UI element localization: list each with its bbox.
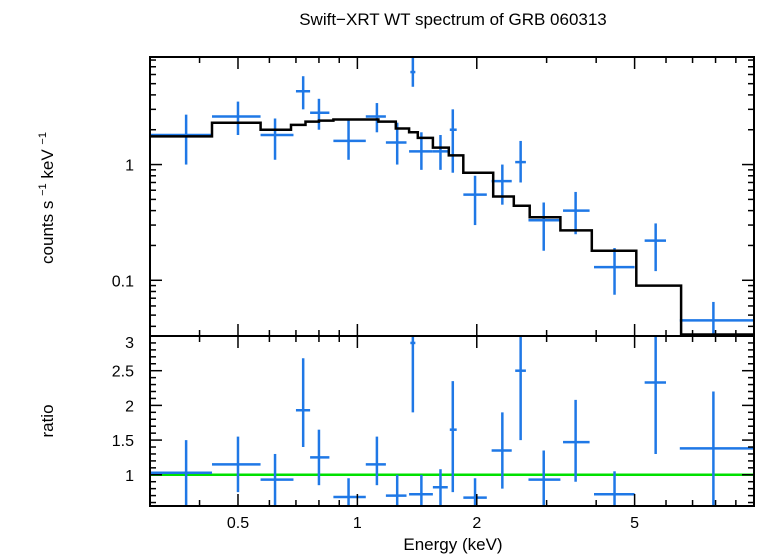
ratio-point-2 [260, 453, 294, 506]
spectrum-point-14 [515, 140, 526, 183]
bottom-y-tick-label-3: 1.5 [112, 433, 134, 450]
top-panel-ticks [149, 57, 755, 336]
ratio-point-19 [679, 391, 754, 506]
spectrum-point-2 [260, 118, 294, 160]
ratio-point-1 [212, 436, 261, 493]
spectrum-point-5 [333, 120, 366, 160]
top-panel-y-tick-labels: 10.1 [112, 158, 134, 291]
spectrum-point-13 [491, 164, 512, 205]
top-y-axis-label-main: counts s [38, 201, 57, 264]
ratio-point-3 [295, 358, 311, 448]
model-step-line [150, 118, 754, 336]
bottom-panel-frame [149, 335, 755, 507]
ratio-point-7 [385, 474, 407, 506]
top-panel-data-points [150, 57, 754, 336]
ratio-point-5 [333, 478, 366, 506]
ratio-point-9 [409, 474, 433, 506]
spectrum-point-16 [563, 191, 590, 235]
ratio-point-14 [515, 336, 526, 441]
top-y-axis-label: counts s −1 keV −1 [31, 132, 57, 264]
chart-title: Swift−XRT WT spectrum of GRB 060313 [299, 10, 607, 29]
spectrum-point-4 [310, 98, 330, 130]
bottom-y-tick-label-4: 1 [125, 468, 134, 485]
ratio-point-12 [463, 478, 487, 506]
ratio-point-10 [432, 469, 448, 506]
bottom-y-axis-label: ratio [38, 404, 57, 437]
bottom-panel-data-points [150, 336, 754, 506]
spectrum-point-18 [644, 223, 667, 272]
ratio-point-0 [150, 440, 213, 506]
x-tick-label-2: 2 [472, 515, 481, 532]
x-tick-label-0: 0.5 [227, 515, 249, 532]
bottom-y-tick-label-1: 2.5 [112, 364, 134, 381]
x-tick-labels: 0.5 1 2 5 [227, 515, 639, 532]
ratio-point-8 [410, 336, 416, 413]
top-y-axis-label-mid: keV [38, 149, 57, 179]
ratio-point-11 [449, 381, 457, 493]
ratio-point-17 [594, 471, 635, 506]
spectrum-point-6 [365, 103, 386, 133]
x-tick-label-3: 5 [630, 515, 639, 532]
ratio-point-18 [644, 336, 667, 454]
top-y-tick-label-0: 1 [125, 158, 134, 175]
spectrum-point-15 [528, 202, 561, 251]
top-panel-frame [149, 56, 755, 337]
ratio-point-4 [310, 429, 330, 486]
bottom-panel-y-tick-labels: 3 2.5 2 1.5 1 [112, 335, 134, 485]
top-y-axis-label-sup2: −1 [37, 132, 49, 145]
spectrum-point-0 [150, 114, 213, 165]
spectrum-point-11 [449, 109, 457, 173]
ratio-point-6 [365, 436, 386, 486]
spectrum-point-3 [295, 76, 311, 110]
spectrum-point-1 [212, 101, 261, 136]
spectrum-point-12 [463, 175, 487, 226]
top-y-axis-label-sup1: −1 [37, 183, 49, 196]
top-y-tick-label-1: 0.1 [112, 273, 134, 290]
spectrum-point-19 [679, 301, 754, 336]
bottom-y-tick-label-0: 3 [125, 335, 134, 352]
x-axis-label: Energy (keV) [403, 535, 502, 554]
spectrum-point-10 [432, 135, 448, 170]
x-tick-label-1: 1 [353, 515, 362, 532]
bottom-y-tick-label-2: 2 [125, 398, 134, 415]
ratio-point-15 [528, 450, 561, 506]
spectrum-point-8 [410, 57, 416, 87]
ratio-point-13 [491, 412, 512, 489]
ratio-point-16 [563, 399, 590, 482]
spectrum-point-17 [594, 248, 635, 295]
